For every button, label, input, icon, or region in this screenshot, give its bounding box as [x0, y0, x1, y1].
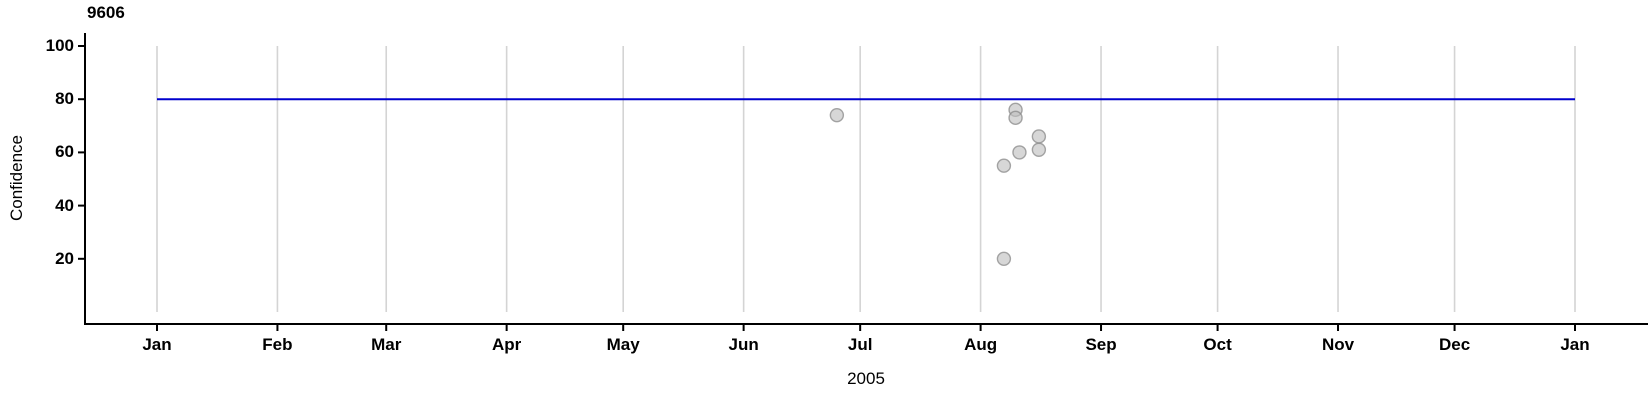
- data-point: [1008, 110, 1023, 126]
- y-tick-label: 80: [55, 89, 74, 109]
- x-tick-label: Jun: [728, 335, 759, 354]
- x-tick-label: Nov: [1321, 335, 1355, 354]
- x-tick-label: Dec: [1438, 335, 1471, 354]
- y-tick-label: 100: [45, 36, 74, 55]
- y-tick-label: 60: [55, 142, 74, 162]
- y-axis-title: Confidence: [7, 135, 26, 222]
- panel-title: 9606: [87, 3, 125, 22]
- x-tick-label: Jan: [142, 335, 172, 354]
- x-tick-label: Oct: [1203, 335, 1232, 354]
- data-point: [1031, 129, 1047, 144]
- x-axis-title: 2005: [847, 369, 885, 388]
- data-point: [1031, 142, 1047, 157]
- x-tick-label: May: [606, 335, 640, 354]
- x-tick-label: Aug: [964, 335, 998, 354]
- x-tick-label: Mar: [371, 335, 402, 354]
- data-point: [829, 107, 845, 123]
- x-tick-label: Feb: [262, 335, 293, 354]
- y-tick-label: 40: [55, 195, 74, 215]
- x-tick-label: Jan: [1560, 335, 1590, 354]
- x-tick-label: Sep: [1085, 335, 1117, 354]
- x-tick-label: Apr: [492, 335, 522, 354]
- x-tick-label: Jul: [847, 335, 873, 354]
- data-point: [996, 158, 1012, 173]
- y-tick-label: 20: [55, 248, 74, 268]
- data-point: [1012, 145, 1027, 160]
- data-point: [996, 251, 1012, 266]
